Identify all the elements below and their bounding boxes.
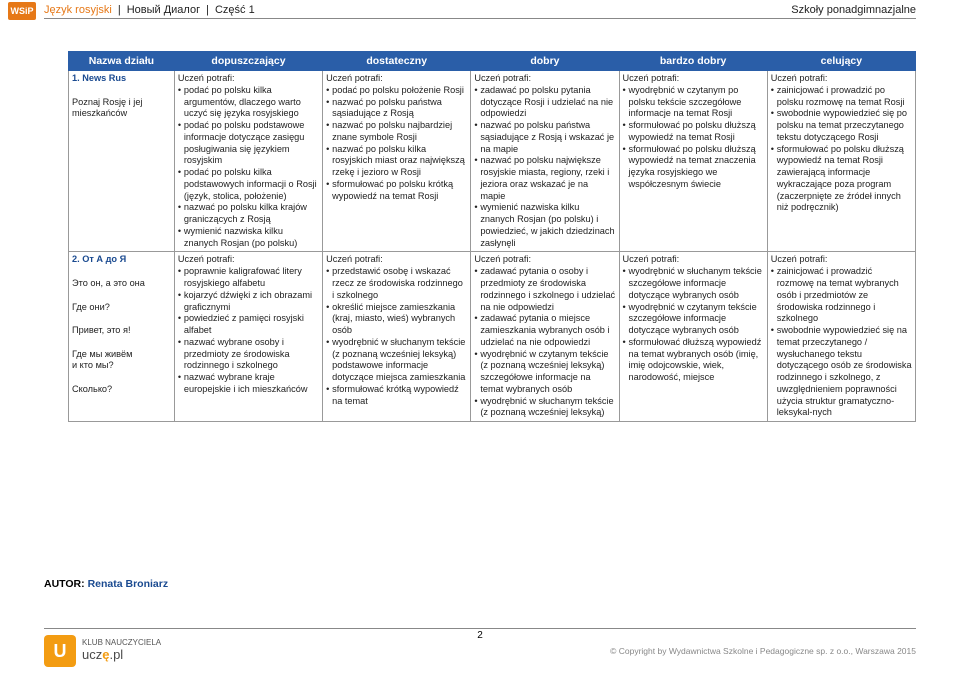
part-label: Część 1 xyxy=(215,4,255,16)
logo-icon: U xyxy=(44,635,76,667)
section-name-cell: 1. News Rus Poznaj Rosję i jejmieszkańcó… xyxy=(69,71,175,252)
col-header: bardzo dobry xyxy=(619,52,767,71)
page-header: Język rosyjski | Новый Диалог | Część 1 … xyxy=(0,0,960,18)
col-header: celujący xyxy=(767,52,915,71)
page-footer: U KLUB NAUCZYCIELA uczę.pl © Copyright b… xyxy=(44,628,916,667)
criteria-cell: Uczeń potrafi:przedstawić osobę i wskaza… xyxy=(323,252,471,422)
criteria-cell: Uczeń potrafi:zadawać pytania o osoby i … xyxy=(471,252,619,422)
criteria-cell: Uczeń potrafi:podać po polsku kilka argu… xyxy=(174,71,322,252)
table-header-row: Nazwa działu dopuszczający dostateczny d… xyxy=(69,52,916,71)
col-header: dobry xyxy=(471,52,619,71)
divider: | xyxy=(206,4,209,16)
table-row: 2. От А до Я Это он, а это она Где они? … xyxy=(69,252,916,422)
author-line: AUTOR: Renata Broniarz xyxy=(44,578,168,590)
publisher-badge: WSiP xyxy=(8,2,36,20)
criteria-cell: Uczeń potrafi:zainicjować i prowadzić po… xyxy=(767,71,915,252)
copyright: © Copyright by Wydawnictwa Szkolne i Ped… xyxy=(610,646,916,656)
criteria-table: Nazwa działu dopuszczający dostateczny d… xyxy=(68,51,916,422)
criteria-cell: Uczeń potrafi:zainicjować i prowadzić ro… xyxy=(767,252,915,422)
criteria-cell: Uczeń potrafi:poprawnie kaligrafować lit… xyxy=(174,252,322,422)
col-header: Nazwa działu xyxy=(69,52,175,71)
col-header: dopuszczający xyxy=(174,52,322,71)
logo: U KLUB NAUCZYCIELA uczę.pl xyxy=(44,635,161,667)
book-title: Новый Диалог xyxy=(127,4,200,16)
section-name-cell: 2. От А до Я Это он, а это она Где они? … xyxy=(69,252,175,422)
col-header: dostateczny xyxy=(323,52,471,71)
divider: | xyxy=(118,4,121,16)
table-row: 1. News Rus Poznaj Rosję i jejmieszkańcó… xyxy=(69,71,916,252)
criteria-cell: Uczeń potrafi:wyodrębnić w słuchanym tek… xyxy=(619,252,767,422)
brand-label: uczę.pl xyxy=(82,648,161,662)
criteria-cell: Uczeń potrafi:podać po polsku położenie … xyxy=(323,71,471,252)
school-type: Szkoły ponadgimnazjalne xyxy=(791,4,916,16)
criteria-cell: Uczeń potrafi:zadawać po polsku pytania … xyxy=(471,71,619,252)
criteria-cell: Uczeń potrafi:wyodrębnić w czytanym po p… xyxy=(619,71,767,252)
subject-label: Język rosyjski xyxy=(44,4,112,16)
